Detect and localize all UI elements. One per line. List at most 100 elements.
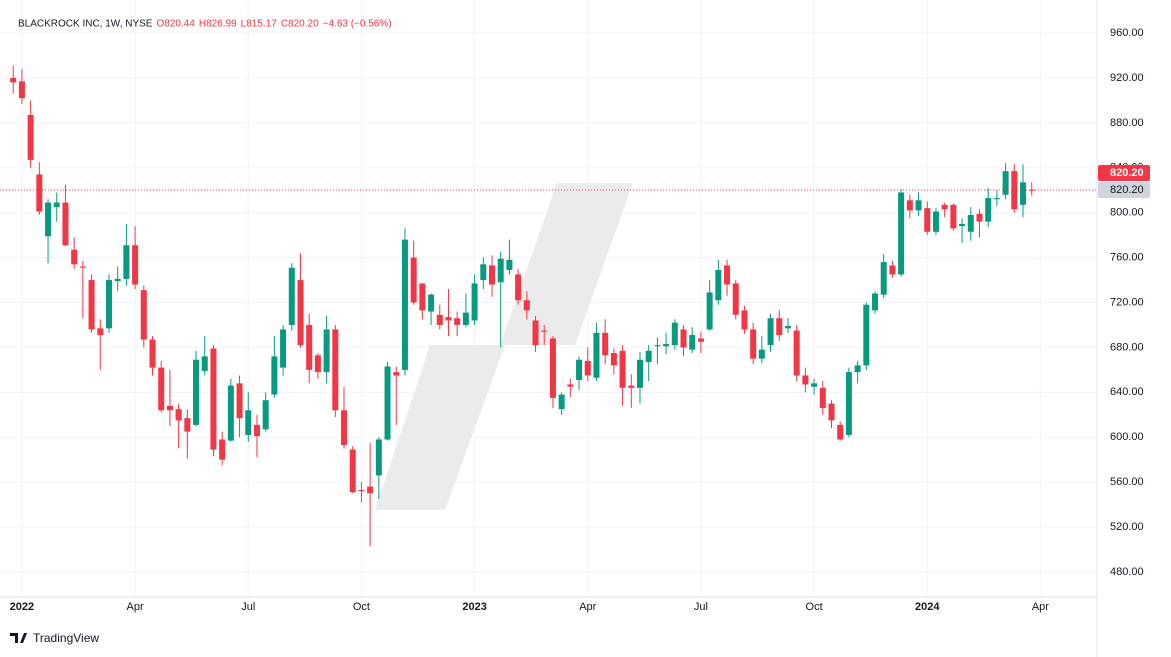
- candle-body: [541, 330, 548, 332]
- candle-body: [401, 239, 408, 370]
- y-tick-label: 800.00: [1110, 207, 1144, 219]
- candle-body: [523, 300, 530, 311]
- candle-body: [445, 317, 452, 321]
- candle-body: [1002, 171, 1009, 195]
- candle-body: [872, 293, 879, 311]
- candle-body: [497, 258, 504, 283]
- candle-body: [680, 329, 687, 348]
- candle-body: [784, 326, 791, 329]
- candle-body: [854, 365, 861, 373]
- candle-body: [349, 449, 356, 493]
- candle-body: [201, 356, 208, 371]
- price-tag: [1098, 164, 1150, 181]
- candle-body: [358, 490, 365, 492]
- candles: [0, 65, 1097, 547]
- candle-body: [985, 198, 992, 222]
- y-tick-label: 520.00: [1110, 521, 1144, 533]
- ohlc-value: C820.20: [281, 19, 319, 30]
- candle-body: [97, 328, 104, 336]
- candle-body: [428, 294, 435, 312]
- candle-body: [697, 338, 704, 342]
- candle-body: [314, 355, 321, 373]
- candle-body: [741, 310, 748, 330]
- candle-body: [959, 223, 966, 227]
- candle-body: [932, 211, 939, 232]
- brand-name: TradingView: [33, 631, 99, 645]
- ohlc-value: O820.44: [156, 19, 195, 30]
- candle-body: [819, 387, 826, 409]
- candle-body: [27, 114, 34, 160]
- y-tick-label: 920.00: [1110, 72, 1144, 84]
- x-tick-label: Apr: [1032, 601, 1049, 613]
- candle-body: [610, 353, 617, 366]
- candle-body: [10, 77, 17, 83]
- y-tick-label: 640.00: [1110, 386, 1144, 398]
- candle-body: [375, 439, 382, 476]
- candle-body: [767, 318, 774, 346]
- candle-body: [758, 349, 765, 359]
- candle-body: [105, 280, 112, 329]
- y-tick-label: 720.00: [1110, 296, 1144, 308]
- candle-body: [915, 200, 922, 211]
- x-tick-label: Apr: [579, 601, 596, 613]
- x-tick-label: Apr: [127, 601, 144, 613]
- candle-body: [88, 280, 95, 330]
- candle-body: [715, 269, 722, 301]
- candle-body: [410, 257, 417, 303]
- candle-body: [158, 367, 165, 411]
- x-tick-label: Jul: [694, 601, 708, 613]
- candle-body: [793, 330, 800, 376]
- candle-body: [384, 366, 391, 440]
- candle-body: [732, 283, 739, 315]
- candle-body: [689, 335, 696, 350]
- symbol-title: BLACKROCK INC, 1W, NYSE: [18, 19, 153, 30]
- x-tick-label: Jul: [241, 601, 255, 613]
- candle-body: [663, 344, 670, 347]
- candle-body: [576, 359, 583, 380]
- candle-body: [976, 213, 983, 222]
- x-tick-label: Oct: [353, 601, 370, 613]
- x-tick-label: 2024: [915, 601, 940, 613]
- candle-body: [419, 283, 426, 311]
- candle-body: [837, 424, 844, 440]
- candle-body: [724, 265, 731, 285]
- candle-body: [219, 439, 226, 460]
- brand: TradingView: [10, 631, 99, 645]
- candle-body: [18, 81, 25, 99]
- candle-body: [950, 204, 957, 229]
- candle-body: [776, 318, 783, 336]
- candle-body: [898, 192, 905, 275]
- price-tag-label: 820.20: [1110, 167, 1144, 179]
- price-tag-label: 820.20: [1110, 184, 1144, 196]
- candle-body: [906, 200, 913, 211]
- candle-body: [114, 278, 121, 282]
- candle-body: [645, 350, 652, 363]
- y-tick-label: 880.00: [1110, 117, 1144, 129]
- candle-body: [506, 259, 513, 270]
- candle-body: [393, 372, 400, 376]
- candle-body: [71, 249, 78, 265]
- candle-body: [480, 264, 487, 281]
- candle-body: [149, 339, 156, 368]
- candle-body: [993, 198, 1000, 200]
- candle-body: [558, 394, 565, 410]
- candle-body: [1020, 182, 1027, 205]
- candle-body: [602, 332, 609, 356]
- x-tick-label: Oct: [806, 601, 823, 613]
- axes: 480.00 520.00 560.00 600.00 640.00 680.00 720.…: [10, 27, 1150, 613]
- candle-body: [619, 350, 626, 388]
- candle-body: [53, 202, 60, 208]
- candle-body: [515, 274, 522, 301]
- brand-icon: [10, 633, 27, 643]
- price-tag: [1098, 181, 1150, 198]
- candle-body: [863, 304, 870, 366]
- candle-body: [811, 383, 818, 387]
- candle-body: [454, 318, 461, 325]
- candle-body: [593, 332, 600, 378]
- y-tick-label: 680.00: [1110, 341, 1144, 353]
- candle-body: [628, 385, 635, 388]
- candle-body: [924, 208, 931, 232]
- candle-body: [332, 329, 339, 411]
- ohlc-value: H826.99: [199, 19, 237, 30]
- x-tick-label: 2023: [462, 601, 486, 613]
